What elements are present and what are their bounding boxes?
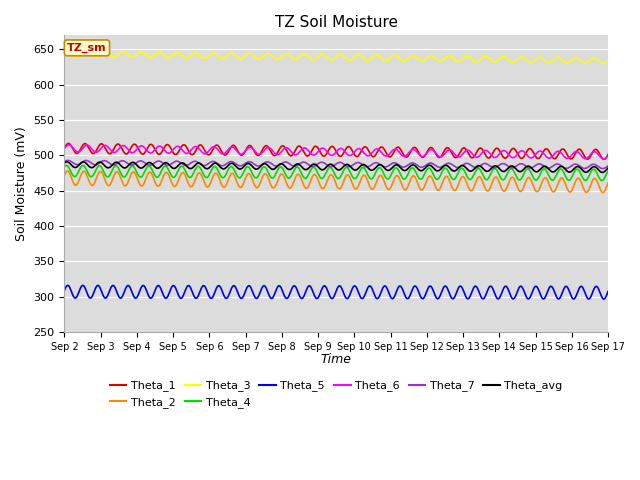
Theta_4 — [63, 162, 70, 168]
Theta_5 — [211, 289, 219, 295]
Theta_avg — [211, 160, 219, 166]
Theta_1 — [65, 141, 72, 146]
Theta_7 — [403, 163, 411, 168]
Theta_1 — [403, 154, 411, 160]
Theta_4 — [211, 164, 219, 169]
Theta_2 — [599, 190, 607, 195]
Line: Theta_6: Theta_6 — [65, 145, 608, 159]
Theta_7 — [604, 163, 612, 169]
Theta_6 — [71, 147, 79, 153]
Theta_3 — [61, 50, 68, 56]
Theta_3 — [419, 58, 427, 64]
Line: Theta_3: Theta_3 — [65, 51, 608, 63]
Theta_5 — [604, 288, 612, 294]
Theta_5 — [63, 283, 71, 288]
Theta_3 — [211, 50, 219, 56]
Line: Theta_1: Theta_1 — [65, 144, 608, 159]
Y-axis label: Soil Moisture (mV): Soil Moisture (mV) — [15, 126, 28, 241]
Theta_4 — [127, 164, 135, 169]
Theta_avg — [403, 167, 411, 172]
Theta_5 — [403, 296, 411, 301]
Theta_5 — [182, 286, 190, 291]
Theta_7 — [599, 166, 607, 171]
Line: Theta_2: Theta_2 — [65, 171, 608, 192]
Theta_1 — [182, 144, 190, 149]
Theta_5 — [61, 288, 68, 293]
Theta_6 — [403, 152, 411, 158]
Theta_6 — [182, 151, 190, 156]
Theta_1 — [127, 145, 135, 151]
Theta_2 — [419, 187, 427, 192]
Theta_7 — [127, 162, 135, 168]
Theta_2 — [63, 168, 71, 174]
Theta_6 — [61, 145, 68, 151]
Theta_4 — [182, 169, 190, 175]
Theta_3 — [182, 55, 190, 61]
Text: TZ_sm: TZ_sm — [67, 43, 107, 53]
Theta_3 — [65, 48, 73, 54]
Theta_1 — [71, 149, 79, 155]
Line: Theta_avg: Theta_avg — [65, 162, 608, 172]
Theta_avg — [599, 169, 607, 175]
Theta_3 — [71, 53, 79, 59]
Theta_1 — [211, 144, 219, 149]
Theta_2 — [182, 175, 190, 180]
Theta_7 — [65, 157, 72, 163]
Line: Theta_4: Theta_4 — [65, 165, 608, 180]
Theta_avg — [182, 163, 190, 168]
Theta_4 — [71, 174, 79, 180]
Theta_avg — [127, 160, 135, 166]
Theta_3 — [604, 58, 612, 63]
Theta_2 — [71, 182, 79, 188]
Theta_4 — [604, 168, 612, 174]
X-axis label: Time: Time — [321, 353, 352, 366]
Theta_6 — [419, 154, 427, 159]
Theta_6 — [604, 153, 612, 158]
Theta_7 — [211, 159, 219, 165]
Title: TZ Soil Moisture: TZ Soil Moisture — [275, 15, 397, 30]
Theta_5 — [71, 295, 79, 301]
Theta_7 — [419, 164, 427, 170]
Line: Theta_5: Theta_5 — [65, 286, 608, 299]
Theta_6 — [600, 156, 607, 162]
Theta_1 — [61, 145, 68, 151]
Theta_4 — [598, 178, 606, 183]
Theta_4 — [403, 173, 411, 179]
Theta_6 — [127, 149, 135, 155]
Theta_7 — [182, 163, 190, 168]
Theta_1 — [604, 152, 612, 157]
Line: Theta_7: Theta_7 — [65, 160, 608, 168]
Theta_avg — [61, 160, 68, 166]
Theta_avg — [604, 165, 612, 171]
Theta_2 — [403, 185, 411, 191]
Theta_7 — [61, 159, 68, 165]
Theta_5 — [127, 287, 135, 292]
Theta_2 — [211, 170, 219, 176]
Theta_4 — [419, 175, 427, 180]
Theta_avg — [71, 165, 79, 170]
Theta_5 — [600, 296, 607, 302]
Theta_3 — [403, 57, 411, 62]
Theta_2 — [61, 172, 68, 178]
Theta_2 — [604, 180, 612, 186]
Theta_2 — [127, 172, 135, 178]
Theta_1 — [600, 156, 608, 162]
Theta_avg — [63, 159, 70, 165]
Theta_3 — [600, 60, 607, 66]
Theta_6 — [211, 144, 219, 150]
Theta_1 — [419, 155, 427, 160]
Theta_avg — [419, 168, 427, 173]
Theta_7 — [71, 161, 79, 167]
Theta_3 — [127, 54, 135, 60]
Theta_4 — [61, 164, 68, 170]
Legend: Theta_1, Theta_2, Theta_3, Theta_4, Theta_5, Theta_6, Theta_7, Theta_avg: Theta_1, Theta_2, Theta_3, Theta_4, Thet… — [106, 376, 567, 412]
Theta_5 — [419, 296, 427, 301]
Theta_6 — [65, 142, 73, 148]
